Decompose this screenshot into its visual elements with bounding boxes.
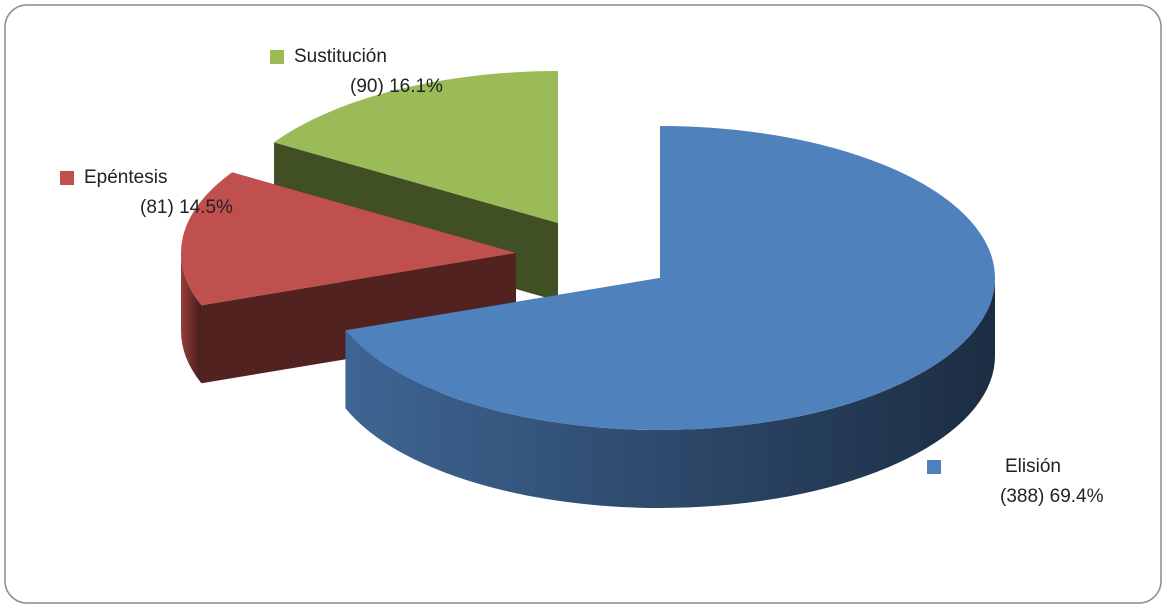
slice-value-label: (90) 16.1%	[350, 76, 443, 97]
slice-label: Sustitución	[294, 46, 387, 67]
slice-value-label: (81) 14.5%	[140, 197, 233, 218]
slice-top	[180, 172, 516, 306]
slice-top	[345, 126, 996, 430]
slice-value-label: (388) 69.4%	[1000, 486, 1104, 507]
legend-swatch	[927, 460, 941, 474]
slice	[345, 126, 996, 509]
slice-top	[274, 71, 558, 223]
slice-label: Elisión	[1005, 456, 1061, 477]
slice-label: Epéntesis	[84, 167, 167, 188]
slice	[180, 172, 517, 384]
legend-swatch	[60, 171, 74, 185]
slice-side	[181, 253, 202, 384]
legend-swatch	[270, 50, 284, 64]
slice-side	[345, 278, 996, 509]
